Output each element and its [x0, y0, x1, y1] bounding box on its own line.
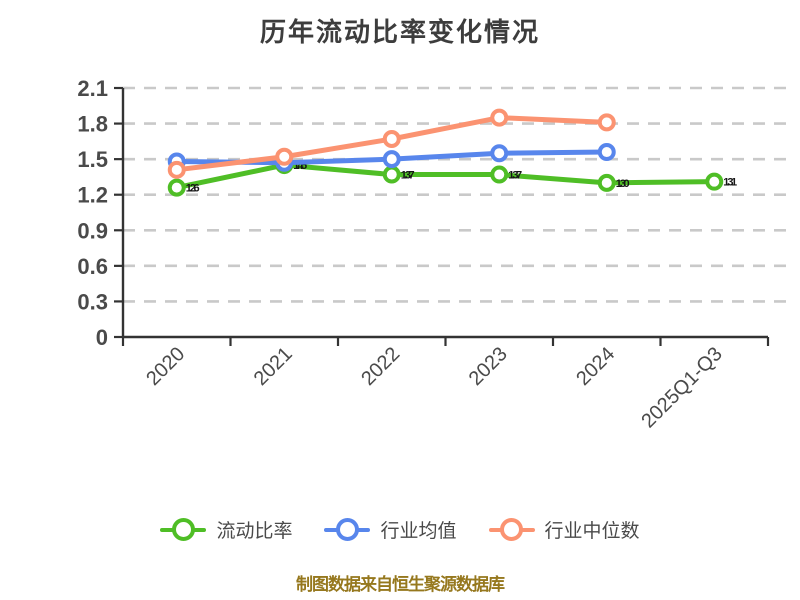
x-tick-label: 2021	[250, 343, 297, 390]
legend: 流动比率 行业均值 行业中位数	[0, 516, 800, 543]
data-point-marker	[597, 173, 616, 192]
x-tick-label: 2020	[142, 343, 189, 390]
data-point-marker	[382, 150, 401, 169]
y-tick-label: 0.3	[77, 289, 108, 314]
legend-marker-circle	[171, 518, 195, 541]
legend-item[interactable]: 行业中位数	[488, 516, 640, 543]
x-tick-label: 2025Q1-Q3	[637, 343, 726, 432]
legend-item[interactable]: 行业均值	[324, 516, 457, 543]
series-line	[174, 162, 717, 191]
legend-item[interactable]: 流动比率	[160, 516, 292, 543]
y-tick-label: 1.8	[77, 112, 108, 137]
x-tick-label: 2023	[465, 343, 512, 390]
data-point-marker	[275, 147, 294, 166]
y-tick-label: 0.6	[77, 254, 108, 279]
data-point-marker	[705, 172, 724, 191]
y-tick-label: 0.9	[77, 218, 108, 243]
data-point-marker	[597, 113, 616, 132]
legend-item-label: 行业中位数	[544, 521, 640, 542]
y-tick-label: 1.2	[77, 183, 108, 208]
legend-item-label: 流动比率	[216, 521, 293, 542]
y-tick-label: 0	[96, 325, 108, 350]
data-point-marker	[597, 143, 616, 162]
data-source-note: 制图数据来自恒生聚源数据库	[296, 575, 505, 594]
y-tick-label: 1.5	[77, 147, 108, 172]
legend-line-marker-icon	[324, 518, 371, 542]
legend-marker-circle	[500, 518, 523, 541]
data-point-marker	[490, 108, 509, 127]
x-tick-label: 2022	[357, 343, 404, 390]
data-point-marker	[382, 129, 401, 148]
legend-item-label: 行业均值	[380, 521, 457, 542]
chart-title: 历年流动比率变化情况	[259, 17, 540, 47]
data-point-marker	[382, 165, 401, 184]
x-tick-label: 2024	[572, 343, 619, 390]
data-point-marker	[490, 144, 509, 163]
y-tick-label: 2.1	[77, 76, 108, 101]
legend-line-marker-icon	[160, 518, 207, 542]
data-point-marker	[490, 165, 509, 184]
data-point-marker	[167, 160, 186, 179]
data-point-marker	[167, 178, 186, 197]
legend-marker-circle	[335, 518, 359, 541]
data-point-label: 1.31	[723, 177, 737, 189]
legend-line-marker-icon	[488, 518, 535, 542]
